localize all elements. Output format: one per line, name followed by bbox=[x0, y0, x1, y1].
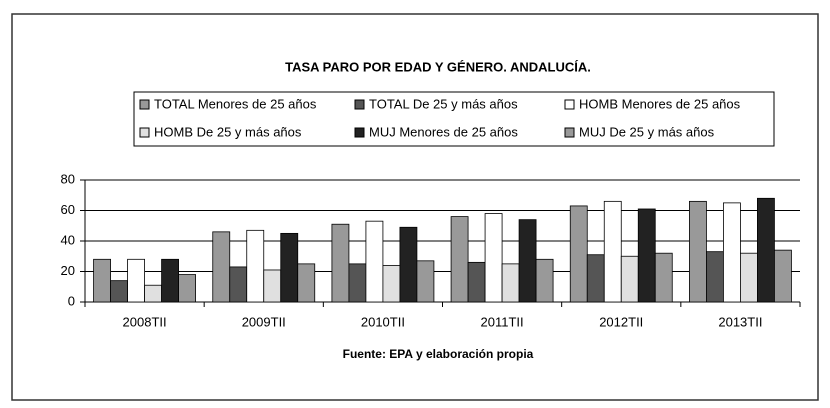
bar bbox=[535, 258, 554, 303]
bar bbox=[757, 197, 775, 303]
bar bbox=[229, 266, 248, 303]
bar bbox=[365, 220, 384, 303]
legend-swatch bbox=[139, 99, 150, 110]
bar bbox=[110, 280, 128, 303]
bar bbox=[637, 208, 656, 303]
y-tick-label: 60 bbox=[61, 202, 75, 217]
bar bbox=[740, 252, 758, 303]
legend-swatch bbox=[139, 127, 150, 138]
bar bbox=[416, 260, 435, 303]
bar bbox=[263, 269, 282, 303]
bar bbox=[450, 216, 469, 303]
bar bbox=[331, 223, 350, 303]
bar bbox=[654, 252, 673, 303]
x-tick-label: 2012TII bbox=[599, 314, 643, 329]
bar bbox=[569, 205, 588, 303]
chart-title: TASA PARO POR EDAD Y GÉNERO. ANDALUCÍA. bbox=[285, 59, 591, 74]
bar bbox=[212, 231, 231, 303]
bar bbox=[723, 202, 741, 303]
x-tick-label: 2011TII bbox=[481, 314, 524, 329]
bar bbox=[586, 254, 605, 303]
y-tick-label: 40 bbox=[61, 232, 75, 247]
bar bbox=[774, 249, 792, 303]
bar bbox=[127, 258, 145, 303]
bar bbox=[246, 229, 265, 303]
legend-frame bbox=[133, 91, 775, 147]
bar bbox=[144, 284, 162, 303]
bar bbox=[467, 261, 486, 303]
source-note: Fuente: EPA y elaboración propia bbox=[343, 347, 534, 361]
legend-swatch bbox=[354, 127, 365, 138]
bar bbox=[620, 255, 639, 303]
x-tick-label: 2009TII bbox=[242, 314, 286, 329]
legend-swatch bbox=[564, 99, 575, 110]
bar bbox=[706, 251, 724, 303]
bar bbox=[382, 264, 401, 303]
bar bbox=[603, 200, 622, 303]
legend-label: HOMB Menores de 25 años bbox=[579, 96, 741, 111]
y-tick-label: 0 bbox=[68, 293, 75, 308]
legend-label: MUJ De 25 y más años bbox=[579, 124, 715, 139]
bar bbox=[689, 200, 707, 303]
legend-label: MUJ Menores de 25 años bbox=[369, 124, 518, 139]
legend-swatch bbox=[354, 99, 365, 110]
bar bbox=[178, 274, 196, 303]
bar bbox=[484, 213, 503, 303]
x-tick-label: 2008TII bbox=[123, 314, 167, 329]
y-tick-label: 20 bbox=[61, 263, 75, 278]
bar bbox=[280, 232, 299, 303]
x-tick-label: 2013TII bbox=[718, 314, 762, 329]
bar bbox=[348, 263, 367, 303]
y-tick-label: 80 bbox=[61, 171, 75, 186]
legend-label: HOMB De 25 y más años bbox=[154, 124, 302, 139]
bar bbox=[518, 219, 537, 303]
legend-swatch bbox=[564, 127, 575, 138]
legend-label: TOTAL Menores de 25 años bbox=[154, 96, 317, 111]
chart-frame bbox=[11, 13, 819, 401]
legend-label: TOTAL De 25 y más años bbox=[369, 96, 518, 111]
bar bbox=[501, 263, 520, 303]
bar bbox=[161, 258, 179, 303]
x-tick-label: 2010TII bbox=[361, 314, 405, 329]
bar bbox=[399, 226, 418, 303]
bar bbox=[297, 263, 316, 303]
bar bbox=[93, 258, 111, 303]
